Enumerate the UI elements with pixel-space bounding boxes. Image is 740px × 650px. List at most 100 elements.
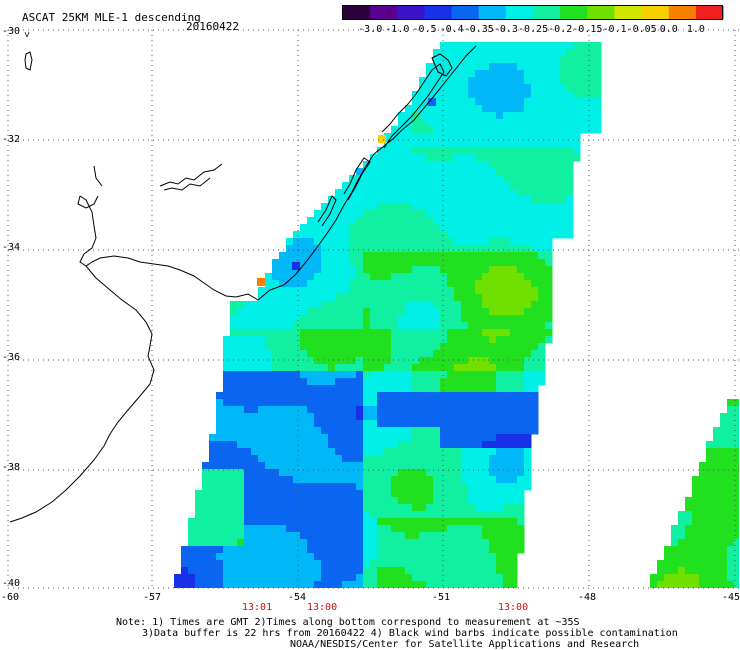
wind-cell bbox=[426, 196, 434, 204]
wind-cell bbox=[279, 518, 287, 526]
wind-cell bbox=[433, 273, 441, 281]
wind-cell bbox=[531, 203, 539, 211]
wind-cell bbox=[433, 161, 441, 169]
wind-cell bbox=[496, 287, 504, 295]
wind-cell bbox=[272, 553, 280, 561]
wind-cell bbox=[454, 301, 462, 309]
wind-cell bbox=[342, 427, 350, 435]
wind-cell bbox=[328, 532, 336, 540]
wind-cell bbox=[258, 315, 266, 323]
wind-cell bbox=[475, 231, 483, 239]
wind-cell bbox=[419, 476, 427, 484]
wind-cell bbox=[258, 553, 266, 561]
product-title: ASCAT 25KM MLE-1 descending bbox=[22, 11, 201, 24]
wind-cell bbox=[503, 434, 511, 442]
wind-cell bbox=[468, 329, 476, 337]
wind-cell bbox=[720, 497, 728, 505]
wind-cell bbox=[265, 455, 273, 463]
wind-cell bbox=[321, 483, 329, 491]
wind-cell bbox=[272, 483, 280, 491]
wind-cell bbox=[426, 385, 434, 393]
wind-cell bbox=[307, 350, 315, 358]
wind-cell bbox=[279, 385, 287, 393]
wind-cell bbox=[300, 329, 308, 337]
wind-cell bbox=[503, 133, 511, 141]
wind-cell bbox=[258, 385, 266, 393]
wind-cell bbox=[370, 385, 378, 393]
wind-cell bbox=[293, 280, 301, 288]
wind-cell bbox=[517, 112, 525, 120]
wind-cell bbox=[307, 406, 315, 414]
wind-cell bbox=[391, 161, 399, 169]
wind-cell bbox=[552, 126, 560, 134]
wind-cell bbox=[265, 448, 273, 456]
wind-cell bbox=[405, 154, 413, 162]
wind-cell bbox=[503, 581, 511, 588]
wind-cell bbox=[279, 497, 287, 505]
wind-cell bbox=[468, 350, 476, 358]
wind-cell bbox=[258, 371, 266, 379]
wind-cell bbox=[370, 280, 378, 288]
wind-cell bbox=[510, 532, 518, 540]
wind-cell bbox=[244, 483, 252, 491]
wind-cell bbox=[489, 112, 497, 120]
wind-cell bbox=[272, 420, 280, 428]
wind-cell bbox=[349, 574, 357, 582]
wind-cell bbox=[517, 140, 525, 148]
wind-cell bbox=[356, 294, 364, 302]
wind-cell bbox=[342, 532, 350, 540]
wind-cell bbox=[482, 399, 490, 407]
wind-cell bbox=[363, 294, 371, 302]
wind-cell bbox=[489, 455, 497, 463]
wind-cell bbox=[349, 483, 357, 491]
wind-cell bbox=[433, 497, 441, 505]
wind-cell bbox=[440, 287, 448, 295]
wind-cell bbox=[503, 525, 511, 533]
wind-cell bbox=[412, 469, 420, 477]
wind-cell bbox=[321, 525, 329, 533]
wind-cell bbox=[293, 245, 301, 253]
wind-cell bbox=[482, 329, 490, 337]
wind-cell bbox=[377, 287, 385, 295]
wind-cell bbox=[440, 336, 448, 344]
wind-cell bbox=[545, 210, 553, 218]
wind-cell bbox=[573, 140, 581, 148]
wind-cell bbox=[482, 525, 490, 533]
wind-cell bbox=[230, 427, 238, 435]
wind-cell bbox=[356, 511, 364, 519]
wind-cell bbox=[713, 518, 721, 526]
wind-cell bbox=[734, 574, 739, 582]
wind-cell bbox=[398, 350, 406, 358]
wind-cell bbox=[412, 154, 420, 162]
wind-cell bbox=[433, 343, 441, 351]
wind-cell bbox=[398, 315, 406, 323]
wind-cell bbox=[461, 441, 469, 449]
wind-cell bbox=[468, 126, 476, 134]
wind-cell bbox=[293, 434, 301, 442]
wind-cell bbox=[377, 301, 385, 309]
wind-cell bbox=[454, 364, 462, 372]
wind-cell bbox=[293, 420, 301, 428]
wind-cell bbox=[517, 245, 525, 253]
wind-cell bbox=[391, 574, 399, 582]
wind-cell bbox=[489, 56, 497, 64]
wind-cell bbox=[419, 427, 427, 435]
wind-cell bbox=[510, 350, 518, 358]
wind-cell bbox=[468, 245, 476, 253]
wind-cell bbox=[314, 511, 322, 519]
wind-cell bbox=[734, 448, 739, 456]
wind-cell bbox=[314, 252, 322, 260]
wind-cell bbox=[314, 231, 322, 239]
wind-cell bbox=[230, 392, 238, 400]
wind-cell bbox=[391, 175, 399, 183]
wind-cell bbox=[447, 560, 455, 568]
wind-cell bbox=[286, 434, 294, 442]
wind-cell bbox=[685, 511, 693, 519]
wind-cell bbox=[230, 329, 238, 337]
wind-cell bbox=[405, 273, 413, 281]
wind-cell bbox=[244, 385, 252, 393]
wind-cell bbox=[426, 441, 434, 449]
wind-cell bbox=[307, 273, 315, 281]
wind-cell bbox=[489, 280, 497, 288]
wind-cell bbox=[475, 105, 483, 113]
